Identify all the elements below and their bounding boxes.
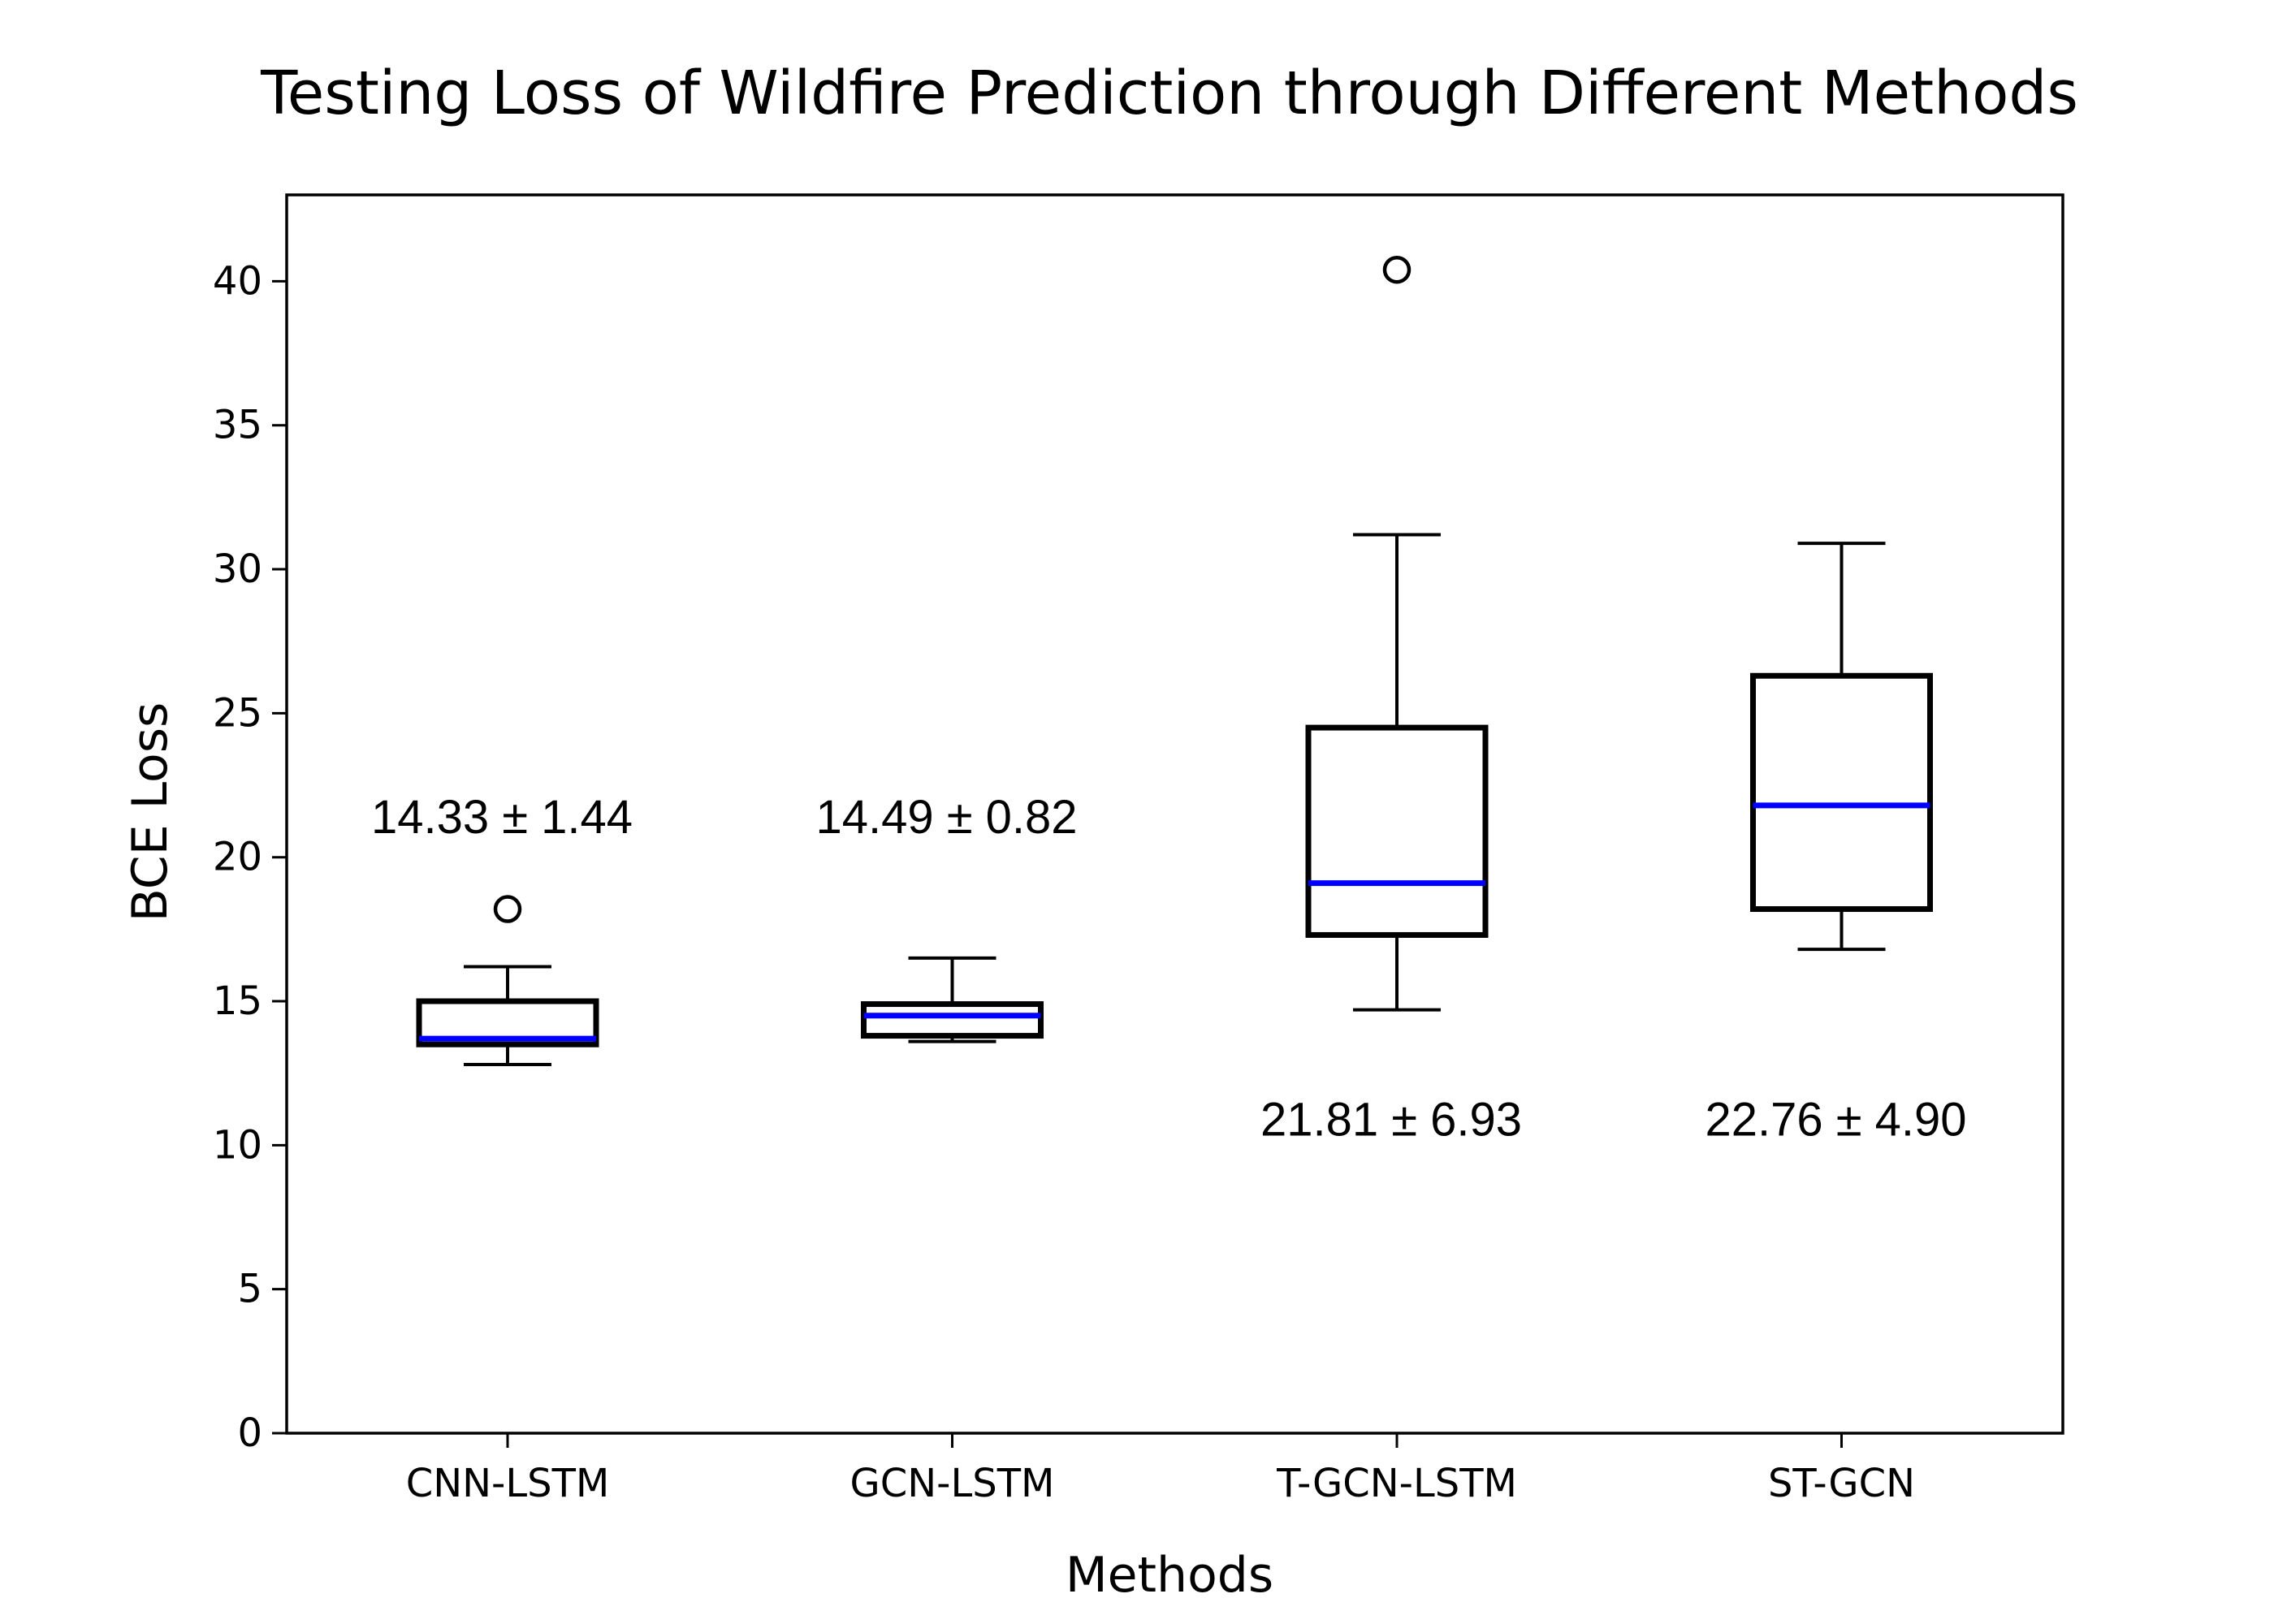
box-group-cnn-lstm: CNN-LSTM 14.33 ± 1.44: [371, 791, 633, 1506]
y-tick-label: 35: [213, 403, 262, 448]
y-tick-label: 20: [213, 835, 262, 880]
plot-frame: [285, 193, 2064, 1435]
x-axis-label: Methods: [1066, 1547, 1273, 1604]
outlier-point: [1382, 255, 1412, 284]
y-axis-label: BCE Loss: [122, 702, 179, 922]
x-tick-label: T-GCN-LSTM: [1276, 1461, 1517, 1506]
box: [861, 1001, 1044, 1039]
x-tick-label: ST-GCN: [1768, 1461, 1915, 1506]
y-tick-label: 15: [213, 978, 262, 1024]
stats-annotation: 22.76 ± 4.90: [1705, 1093, 1966, 1146]
y-tick-label: 5: [237, 1267, 262, 1312]
stats-annotation: 14.49 ± 0.82: [815, 791, 1077, 844]
x-tick-label: CNN-LSTM: [406, 1461, 610, 1506]
y-tick-label: 0: [237, 1410, 262, 1456]
stats-annotation: 14.33 ± 1.44: [371, 791, 633, 844]
stats-annotation: 21.81 ± 6.93: [1260, 1093, 1522, 1146]
plot-area: 0 5 10 15 20 25 30 35 40 CNN-LSTM 14.33 ± 1.44 GCN-…: [213, 193, 2064, 1506]
y-tick-label: 25: [213, 690, 262, 736]
chart-title: Testing Loss of Wildfire Prediction thro…: [260, 58, 2078, 128]
box-group-gcn-lstm: GCN-LSTM 14.49 ± 0.82: [815, 791, 1077, 1506]
box: [1750, 672, 1933, 913]
outlier-point: [493, 895, 522, 923]
box: [1305, 724, 1489, 938]
y-tick-label: 40: [213, 258, 262, 304]
y-tick-label: 30: [213, 546, 262, 592]
y-tick-label: 10: [213, 1122, 262, 1168]
x-tick-label: GCN-LSTM: [850, 1461, 1055, 1506]
box-group-t-gcn-lstm: T-GCN-LSTM 21.81 ± 6.93: [1260, 255, 1522, 1506]
box-group-st-gcn: ST-GCN 22.76 ± 4.90: [1705, 542, 1967, 1506]
